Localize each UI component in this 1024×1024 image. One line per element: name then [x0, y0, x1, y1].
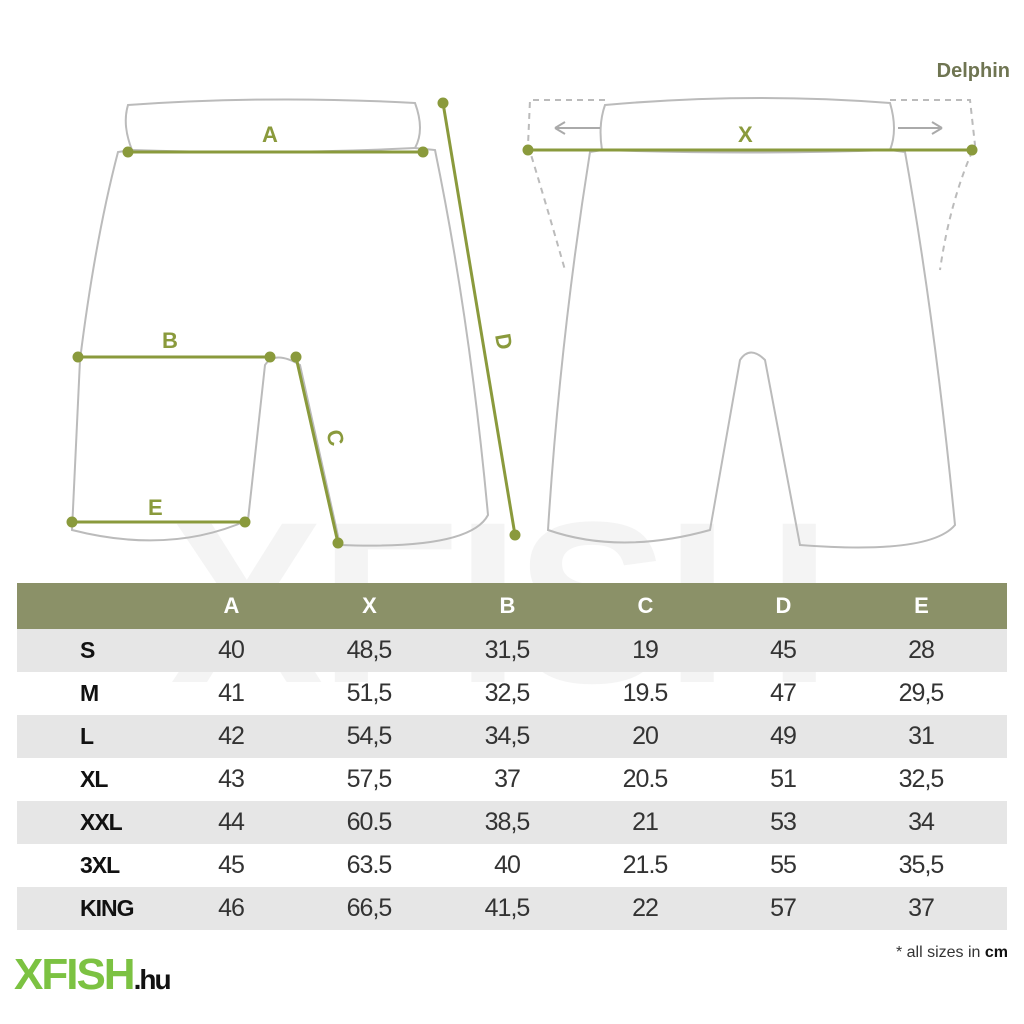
size-label: 3XL	[80, 852, 120, 878]
table-cell: 38,5	[484, 808, 531, 836]
label-a: A	[262, 122, 278, 147]
table-cell: 32,5	[484, 679, 531, 707]
header-b: B	[499, 593, 516, 618]
table-cell: 35,5	[898, 851, 945, 879]
table-row: M 41 51,5 32,5 19.5 47 29,5	[17, 672, 1007, 715]
back-shorts-outline	[546, 96, 957, 549]
table-cell: 37	[494, 765, 521, 793]
table-cell: 44	[218, 808, 245, 836]
table-cell: 54,5	[346, 722, 393, 750]
header-e: E	[914, 593, 929, 618]
size-label: L	[80, 723, 94, 749]
table-cell: 19.5	[622, 679, 669, 707]
size-label: XL	[80, 766, 108, 792]
table-cell: 40	[494, 851, 521, 879]
table-cell: 66,5	[346, 894, 393, 922]
size-label: S	[80, 637, 95, 663]
front-shorts-outline	[70, 98, 490, 547]
table-cell: 20	[632, 722, 659, 750]
table-cell: 63.5	[346, 851, 393, 879]
table-cell: 28	[908, 636, 935, 664]
size-label: XXL	[80, 809, 123, 835]
table-cell: 32,5	[898, 765, 945, 793]
table-cell: 20.5	[622, 765, 669, 793]
table-cell: 51	[770, 765, 797, 793]
units-note: * all sizes in cm	[895, 944, 1008, 961]
table-header: A X B C D E	[17, 583, 1007, 629]
label-x: X	[738, 122, 753, 147]
table-cell: 19	[632, 636, 659, 664]
table-row: 3XL 45 63.5 40 21.5 55 35,5	[17, 844, 1007, 887]
size-table: A X B C D E S 40 48,5 31,5 19 45 28 M 41 51,5 32,5…	[17, 583, 1007, 930]
table-cell: 31,5	[484, 636, 531, 664]
table-cell: 34	[908, 808, 935, 836]
shorts-diagram: A B E C D X	[66, 96, 978, 549]
header-d: D	[775, 593, 792, 618]
size-label: M	[80, 680, 99, 706]
header-a: A	[223, 593, 240, 618]
label-d: D	[490, 332, 517, 352]
header-x: X	[362, 593, 377, 618]
xfish-logo: XFISH.hu	[14, 950, 172, 999]
table-cell: 21	[632, 808, 659, 836]
size-label: KING	[80, 895, 135, 921]
table-cell: 29,5	[898, 679, 945, 707]
table-cell: 43	[218, 765, 245, 793]
label-b: B	[162, 328, 178, 353]
table-cell: 41	[218, 679, 245, 707]
table-cell: 49	[770, 722, 797, 750]
table-cell: 55	[770, 851, 797, 879]
table-row: XXL 44 60.5 38,5 21 53 34	[17, 801, 1007, 844]
table-cell: 21.5	[622, 851, 669, 879]
table-cell: 57	[770, 894, 797, 922]
table-cell: 45	[218, 851, 245, 879]
table-cell: 57,5	[346, 765, 393, 793]
table-cell: 45	[770, 636, 797, 664]
label-e: E	[148, 495, 163, 520]
table-cell: 60.5	[346, 808, 393, 836]
table-row: KING 46 66,5 41,5 22 57 37	[17, 887, 1007, 930]
table-cell: 22	[632, 894, 659, 922]
table-cell: 47	[770, 679, 797, 707]
table-cell: 34,5	[484, 722, 531, 750]
table-cell: 41,5	[484, 894, 531, 922]
table-cell: 31	[908, 722, 935, 750]
table-row: L 42 54,5 34,5 20 49 31	[17, 715, 1007, 758]
table-cell: 37	[908, 894, 935, 922]
table-cell: 53	[770, 808, 797, 836]
header-c: C	[637, 593, 654, 618]
table-cell: 42	[218, 722, 245, 750]
table-row: S 40 48,5 31,5 19 45 28	[17, 629, 1007, 672]
delphin-logo: Delphin	[936, 60, 1010, 82]
table-cell: 51,5	[346, 679, 393, 707]
table-row: XL 43 57,5 37 20.5 51 32,5	[17, 758, 1007, 801]
table-cell: 46	[218, 894, 245, 922]
table-cell: 40	[218, 636, 245, 664]
table-cell: 48,5	[346, 636, 393, 664]
label-c: C	[321, 427, 349, 449]
